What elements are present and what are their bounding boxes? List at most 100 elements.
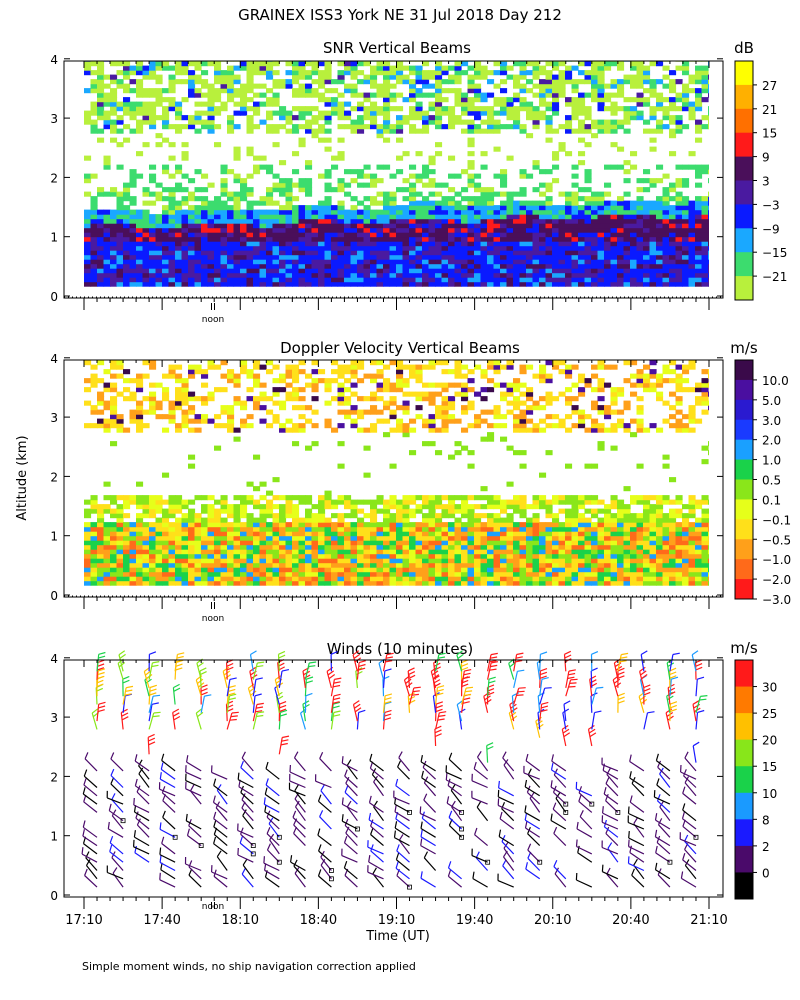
snr-cell: [467, 281, 475, 287]
snr-cell: [298, 254, 306, 260]
snr-cell: [110, 106, 118, 112]
snr-cell: [675, 92, 683, 98]
snr-cell: [539, 263, 547, 269]
snr-cell: [97, 88, 105, 94]
doppler-cell: [233, 526, 241, 532]
snr-cell: [227, 227, 235, 233]
snr-cell: [396, 241, 404, 247]
doppler-cell: [266, 499, 274, 505]
snr-cell: [474, 272, 482, 278]
doppler-cell: [474, 567, 482, 573]
doppler-cell: [240, 400, 248, 406]
snr-cell: [97, 191, 105, 197]
snr-cell: [279, 241, 287, 247]
doppler-cell: [350, 364, 358, 370]
snr-cell: [292, 70, 300, 76]
snr-cell: [656, 263, 664, 269]
doppler-cell: [441, 405, 449, 411]
doppler-cell: [441, 382, 449, 388]
snr-cell: [396, 65, 404, 71]
doppler-cell: [123, 522, 131, 528]
snr-cell: [487, 191, 495, 197]
snr-cell: [675, 97, 683, 103]
snr-cell: [474, 61, 482, 67]
snr-cell: [253, 110, 261, 116]
snr-cell: [487, 128, 495, 134]
snr-cell: [539, 101, 547, 107]
snr-cell: [259, 250, 267, 256]
snr-cell: [155, 65, 163, 71]
snr-cell: [279, 259, 287, 265]
doppler-cell: [155, 549, 163, 555]
snr-cell: [162, 187, 170, 193]
doppler-cell: [188, 540, 196, 546]
doppler-cell: [435, 580, 443, 586]
snr-cell: [214, 250, 222, 256]
snr-cell: [545, 70, 553, 76]
snr-cell: [500, 191, 508, 197]
snr-cell: [103, 160, 111, 166]
snr-cell: [155, 182, 163, 188]
snr-cell: [142, 241, 150, 247]
snr-cell: [175, 277, 183, 283]
doppler-cell: [188, 409, 196, 415]
doppler-cell: [409, 531, 417, 537]
snr-cell: [493, 227, 501, 233]
snr-cell: [337, 115, 345, 121]
snr-cell: [591, 236, 599, 242]
snr-cell: [272, 187, 280, 193]
snr-cell: [331, 236, 339, 242]
snr-cell: [194, 232, 202, 238]
snr-cell: [162, 241, 170, 247]
snr-cell: [584, 92, 592, 98]
snr-cell: [571, 268, 579, 274]
doppler-cell: [90, 558, 98, 564]
snr-cell: [298, 182, 306, 188]
snr-cell: [630, 272, 638, 278]
doppler-cell: [266, 490, 274, 496]
snr-cell: [675, 65, 683, 71]
snr-cell: [669, 281, 677, 287]
snr-cell: [350, 128, 358, 134]
snr-cell: [617, 254, 625, 260]
snr-cell: [695, 241, 703, 247]
snr-cell: [331, 250, 339, 256]
snr-cell: [701, 281, 709, 287]
snr-cell: [584, 236, 592, 242]
snr-cell: [350, 169, 358, 175]
snr-cell: [571, 164, 579, 170]
doppler-cell: [344, 571, 352, 577]
snr-cell: [630, 151, 638, 157]
snr-cell: [682, 101, 690, 107]
doppler-cell: [272, 517, 280, 523]
snr-cell: [669, 79, 677, 85]
snr-cell: [467, 128, 475, 134]
doppler-cell: [292, 508, 300, 514]
doppler-cell: [175, 544, 183, 550]
doppler-cell: [305, 580, 313, 586]
snr-cell: [344, 124, 352, 130]
snr-cell: [194, 196, 202, 202]
doppler-cell: [311, 441, 319, 447]
snr-cell: [136, 281, 144, 287]
doppler-cell: [181, 513, 189, 519]
snr-cell: [227, 272, 235, 278]
doppler-cell: [474, 364, 482, 370]
doppler-cell: [441, 508, 449, 514]
doppler-cell: [175, 540, 183, 546]
doppler-cell: [363, 544, 371, 550]
snr-cell: [188, 236, 196, 242]
snr-cell: [565, 245, 573, 251]
snr-cell: [669, 115, 677, 121]
snr-cell: [695, 124, 703, 130]
snr-cell: [292, 65, 300, 71]
snr-cell: [123, 74, 131, 80]
snr-cell: [539, 79, 547, 85]
snr-cell: [428, 160, 436, 166]
doppler-cell: [266, 549, 274, 555]
snr-cell: [617, 146, 625, 152]
snr-cell: [129, 70, 137, 76]
snr-cell: [207, 272, 215, 278]
snr-cell: [285, 250, 293, 256]
doppler-cell: [194, 549, 202, 555]
